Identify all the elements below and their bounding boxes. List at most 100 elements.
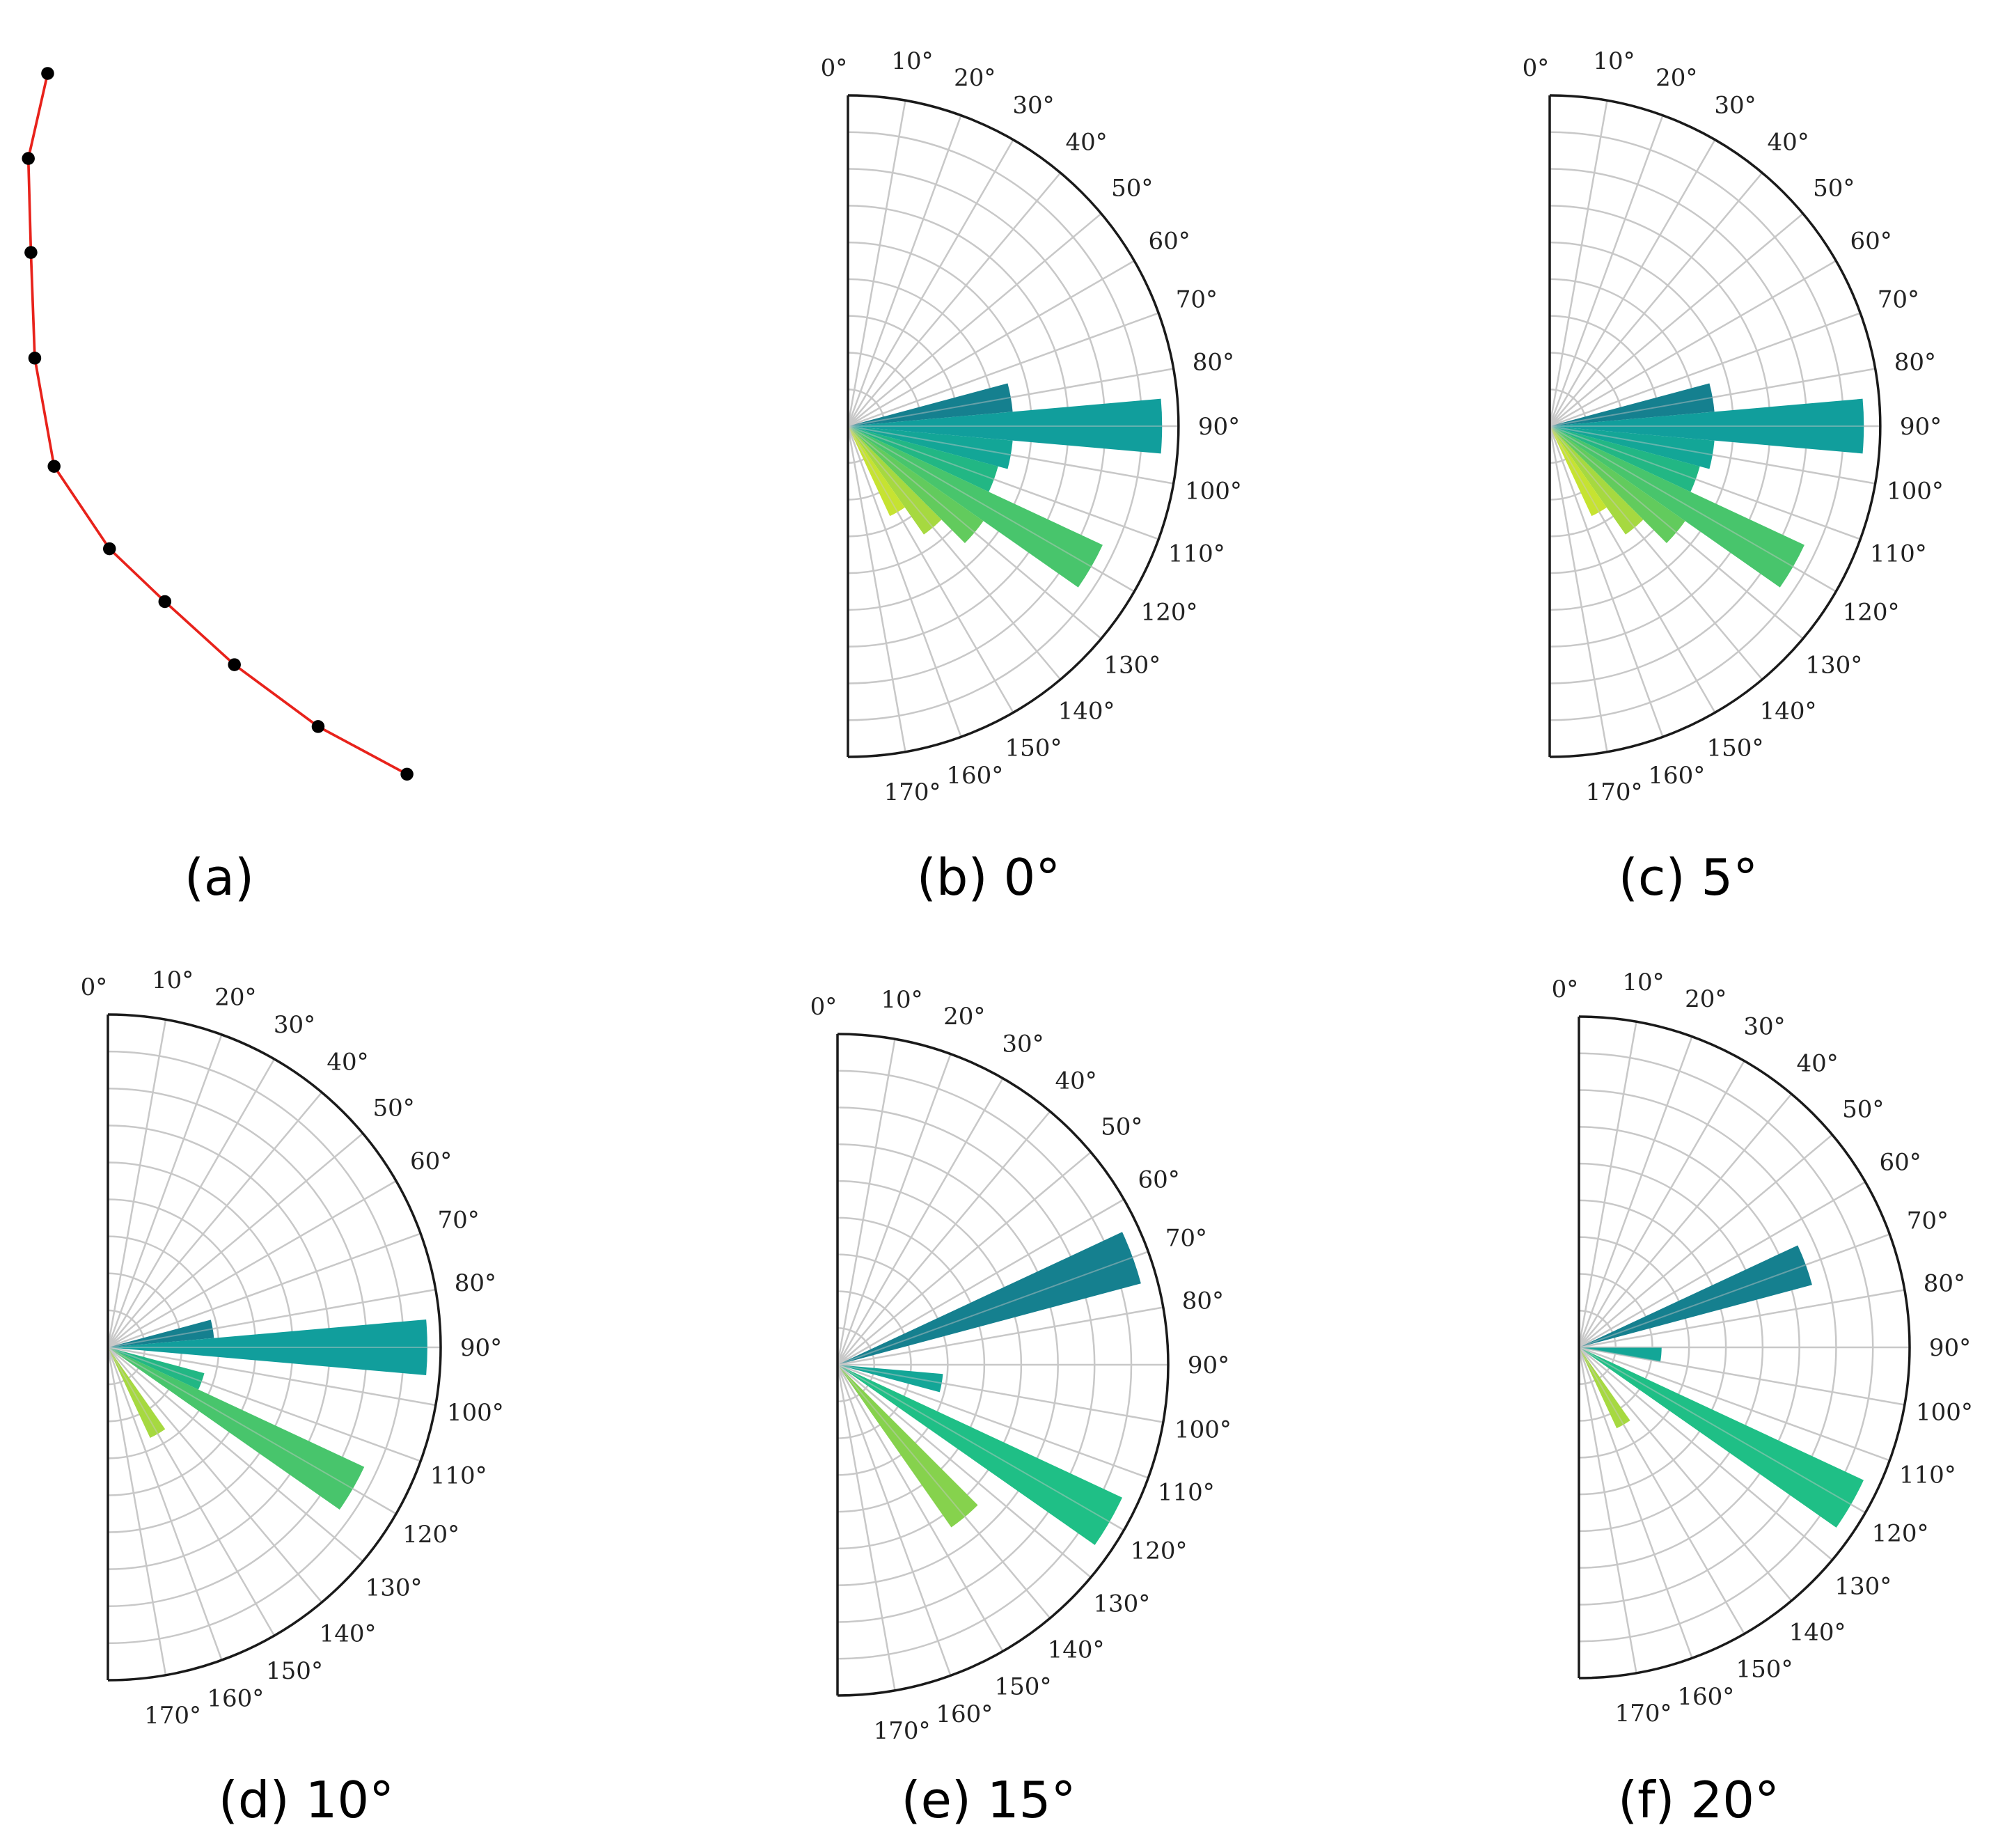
- grid-spoke: [1549, 260, 1837, 428]
- grid-spoke: [847, 115, 962, 427]
- grid-spoke: [1548, 425, 1664, 737]
- grid-spoke-overlay: [1578, 1347, 1745, 1634]
- trajectory-point-0: [41, 67, 54, 80]
- rose-bars: [847, 100, 1179, 752]
- grid-spoke: [107, 1347, 167, 1675]
- angle-label-150: 150°: [266, 1657, 323, 1685]
- panel-d-polar: 0° 10° 20° 30° 40°50° 60° 70° 80° 90° 100° 110° 120…: [81, 966, 504, 1730]
- rose-bar-130: [1550, 426, 1685, 543]
- grid-spoke-overlay: [1549, 425, 1837, 593]
- grid-spoke-overlay: [847, 425, 1014, 713]
- angle-tick-labels: 0° 10° 20° 30° 40°50° 60° 70° 80° 90° 100° 110° 120…: [1552, 969, 1973, 1728]
- angle-label-100: 100°: [1916, 1399, 1973, 1427]
- angle-label-170: 170°: [1615, 1700, 1672, 1728]
- rose-bar-150: [108, 1347, 166, 1438]
- grid-spoke-overlay: [847, 100, 906, 427]
- angle-label-0: 0°: [1552, 976, 1579, 1003]
- grid-spoke-overlay: [847, 212, 1102, 427]
- grid-spoke-overlay: [107, 1180, 397, 1348]
- angle-label-60: 60°: [1850, 228, 1892, 256]
- panel-b-polar: 0° 10° 20° 30° 40°50° 60° 70° 80° 90° 100° 110° 120…: [821, 47, 1242, 806]
- angle-label-70: 70°: [1165, 1225, 1207, 1253]
- angle-label-20: 20°: [954, 64, 996, 92]
- rose-bar-130: [848, 426, 984, 543]
- outer-arc: [837, 1033, 1170, 1697]
- angle-label-100: 100°: [447, 1399, 504, 1427]
- angle-label-140: 140°: [1048, 1636, 1105, 1663]
- grid-spoke: [107, 1232, 421, 1349]
- angle-label-90: 90°: [460, 1334, 502, 1362]
- angle-label-30: 30°: [274, 1011, 315, 1039]
- grid-spoke-overlay: [1549, 139, 1716, 427]
- angle-label-60: 60°: [1879, 1149, 1921, 1177]
- rose-bars: [837, 1039, 1168, 1691]
- grid-spoke-overlay: [847, 425, 1135, 593]
- angle-label-20: 20°: [214, 983, 256, 1011]
- grid-spoke-overlay: [847, 425, 1062, 680]
- angle-label-80: 80°: [455, 1269, 496, 1297]
- angle-label-40: 40°: [1055, 1067, 1096, 1095]
- grid-spoke-overlay: [107, 1347, 397, 1514]
- grid-spoke: [107, 1034, 223, 1348]
- grid-spoke: [107, 1180, 397, 1349]
- caption-e: (e) 15°: [902, 1771, 1076, 1829]
- grid-spoke-overlay: [837, 1364, 1149, 1479]
- angle-label-160: 160°: [936, 1700, 993, 1728]
- angle-tick-labels: 0° 10° 20° 30° 40°50° 60° 70° 80° 90° 100° 110° 120…: [821, 47, 1242, 806]
- grid-spoke-overlay: [1578, 1347, 1693, 1659]
- angle-label-150: 150°: [1005, 735, 1062, 762]
- angle-label-80: 80°: [1924, 1269, 1965, 1297]
- grid-spoke-overlay: [1549, 425, 1716, 713]
- grid-spoke-overlay: [837, 1251, 1149, 1365]
- grid-spoke-overlay: [1549, 425, 1608, 752]
- rose-bar-120: [848, 426, 1103, 588]
- rose-bar-120: [1550, 426, 1804, 588]
- rose-bar-120: [1579, 1347, 1864, 1528]
- grid-spoke-overlay: [837, 1364, 1163, 1423]
- grid-spoke: [1578, 1346, 1905, 1406]
- grid-spoke: [107, 1347, 363, 1563]
- grid-spoke: [1578, 1093, 1793, 1348]
- grid-spoke-overlay: [837, 1151, 1092, 1365]
- grid-spoke: [837, 1111, 1051, 1365]
- angle-label-30: 30°: [1012, 91, 1054, 119]
- rose-bars: [1578, 1021, 1910, 1673]
- angle-label-160: 160°: [946, 762, 1003, 790]
- angle-label-10: 10°: [1622, 969, 1664, 996]
- grid-spoke-overlay: [837, 1078, 1004, 1365]
- caption-d: (d) 10°: [219, 1771, 394, 1829]
- angle-label-70: 70°: [1907, 1207, 1949, 1235]
- angle-label-60: 60°: [410, 1148, 452, 1175]
- grid-spoke: [107, 1019, 167, 1348]
- rose-bar-100: [1550, 426, 1715, 469]
- angle-label-100: 100°: [1174, 1416, 1232, 1444]
- rose-bar-90: [108, 1320, 427, 1375]
- grid-spoke-overlay: [1549, 425, 1804, 640]
- grid-spoke-overlay: [107, 1347, 275, 1636]
- grid-spoke-overlay: [1549, 425, 1763, 680]
- angle-label-130: 130°: [1805, 652, 1862, 680]
- panel-a-trajectory: [22, 67, 414, 781]
- grid-spoke: [1549, 312, 1861, 428]
- angle-label-140: 140°: [1760, 697, 1817, 725]
- rose-bar-80: [1550, 383, 1715, 426]
- grid-spoke: [836, 1038, 896, 1365]
- grid-spoke: [1578, 1347, 1693, 1659]
- grid-spoke: [1578, 1346, 1890, 1462]
- angle-label-170: 170°: [884, 778, 941, 806]
- angle-label-80: 80°: [1193, 348, 1234, 376]
- angle-label-30: 30°: [1002, 1030, 1044, 1058]
- grid-spoke: [1578, 1347, 1637, 1674]
- grid-spoke: [836, 1054, 952, 1365]
- angle-label-130: 130°: [365, 1574, 423, 1602]
- grid-spoke: [847, 425, 962, 737]
- trajectory-point-6: [158, 595, 172, 609]
- trajectory-point-1: [22, 152, 35, 165]
- angle-label-170: 170°: [874, 1717, 931, 1745]
- angle-label-140: 140°: [320, 1620, 377, 1648]
- grid-spoke-overlay: [1578, 1093, 1793, 1348]
- grid-spoke-overlay: [1578, 1134, 1833, 1348]
- grid-spoke: [836, 1364, 896, 1691]
- grid-spoke-overlay: [837, 1111, 1051, 1365]
- grid-spoke-overlay: [107, 1347, 436, 1406]
